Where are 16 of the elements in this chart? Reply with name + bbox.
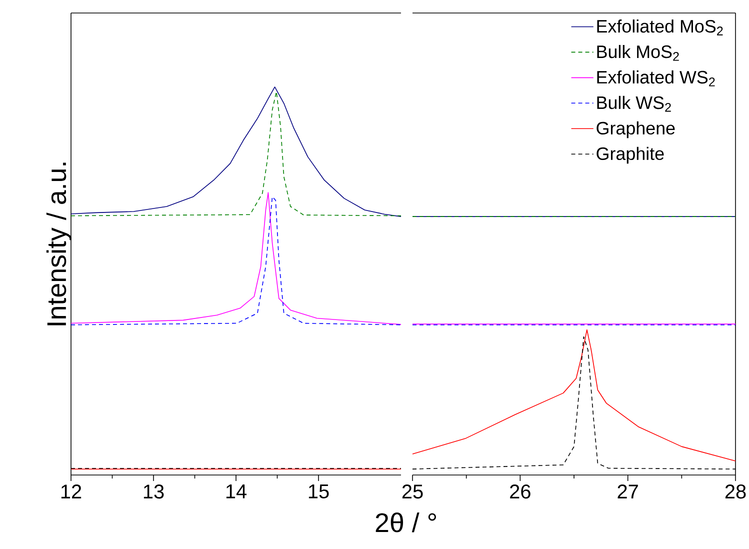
legend-label: Bulk MoS$_{2}$ <box>597 44 679 61</box>
legend-label: Graphite <box>596 146 664 164</box>
x-tick-label: 15 <box>308 484 329 498</box>
legend-label: Exfoliated MoS$_{2}$ <box>597 19 723 36</box>
x-axis-title: 2θ / ° <box>376 512 436 532</box>
x-tick-label: 25 <box>402 484 423 499</box>
x-tick-label: 14 <box>226 484 247 498</box>
legend-label: Graphene <box>596 121 675 138</box>
x-tick-label: 13 <box>144 484 164 499</box>
x-tick-label: 28 <box>725 484 746 499</box>
x-tick-label: 12 <box>61 484 82 498</box>
legend-label: Exfoliated WS$_{2}$ <box>597 70 715 86</box>
legend-label: Bulk WS$_{2}$ <box>597 96 671 112</box>
y-axis-title: Intensity / a.u. <box>46 162 72 326</box>
x-tick-label: 26 <box>510 484 530 499</box>
x-tick-label: 27 <box>618 484 638 498</box>
